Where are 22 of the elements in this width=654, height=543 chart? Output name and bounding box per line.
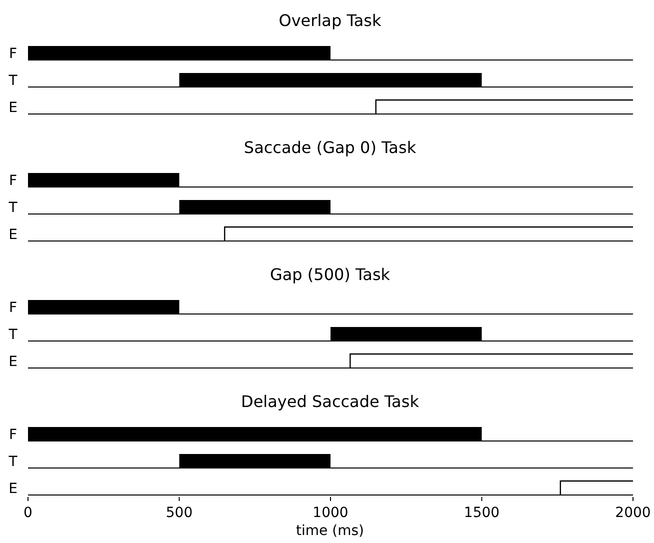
y-tick-label: F	[8, 427, 18, 443]
y-tick-label: F	[8, 300, 18, 316]
chart-title: Delayed Saccade Task	[241, 392, 420, 411]
y-tick-label: E	[8, 481, 18, 497]
y-tick-label: T	[8, 73, 18, 89]
y-tick-label: T	[8, 454, 18, 470]
x-tick-label: 2000	[615, 505, 651, 521]
y-tick-label: F	[8, 46, 18, 62]
x-tick-label: 1500	[464, 505, 500, 521]
y-tick-label: E	[8, 100, 18, 116]
y-tick-label: E	[8, 227, 18, 243]
x-axis-title: time (ms)	[296, 523, 364, 539]
y-tick-label: T	[8, 327, 18, 343]
chart-title: Gap (500) Task	[270, 265, 391, 284]
y-tick-label: F	[8, 173, 18, 189]
y-tick-label: T	[8, 200, 18, 216]
chart-title: Overlap Task	[278, 11, 382, 30]
y-tick-label: E	[8, 354, 18, 370]
chart-title: Saccade (Gap 0) Task	[244, 138, 417, 157]
x-tick-label: 1000	[312, 505, 348, 521]
x-tick-label: 500	[166, 505, 193, 521]
x-tick-label: 0	[24, 505, 32, 521]
